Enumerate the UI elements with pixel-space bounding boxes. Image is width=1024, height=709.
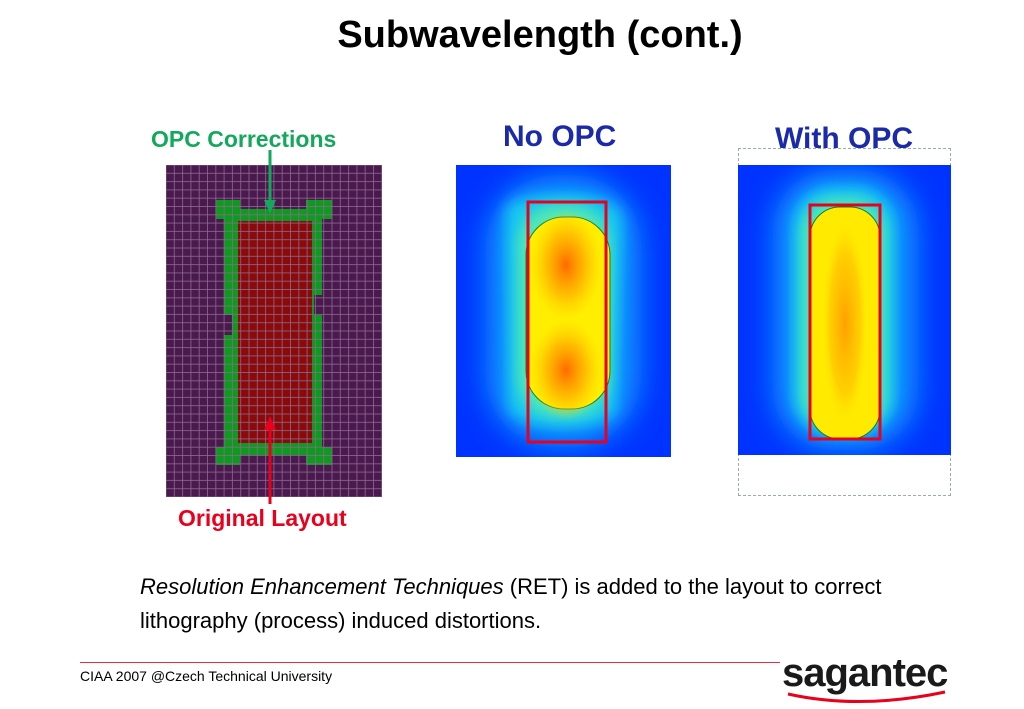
opc-layout-diagram (166, 165, 382, 497)
no-opc-heading: No OPC (503, 120, 617, 153)
original-layout-arrow (262, 416, 278, 504)
description-text: Resolution Enhancement Techniques (RET) … (140, 570, 960, 638)
svg-text:sagantec: sagantec (782, 651, 948, 695)
opc-corrections-arrow (262, 150, 278, 216)
description-rest: (RET) is added to the layout to correct … (140, 574, 882, 633)
footer-text: CIAA 2007 @Czech Technical University (80, 668, 333, 684)
slide-title: Subwavelength (cont.) (337, 14, 743, 56)
description-italic: Resolution Enhancement Techniques (140, 574, 504, 599)
no-opc-simulation (456, 165, 671, 457)
with-opc-target-outline (808, 203, 882, 441)
opc-corrections-label: OPC Corrections (151, 126, 337, 152)
original-layout-label: Original Layout (178, 505, 347, 531)
sagantec-logo: sagantec (780, 648, 952, 708)
with-opc-simulation (738, 165, 951, 455)
footer-divider (80, 662, 780, 663)
no-opc-target-outline (526, 200, 608, 444)
